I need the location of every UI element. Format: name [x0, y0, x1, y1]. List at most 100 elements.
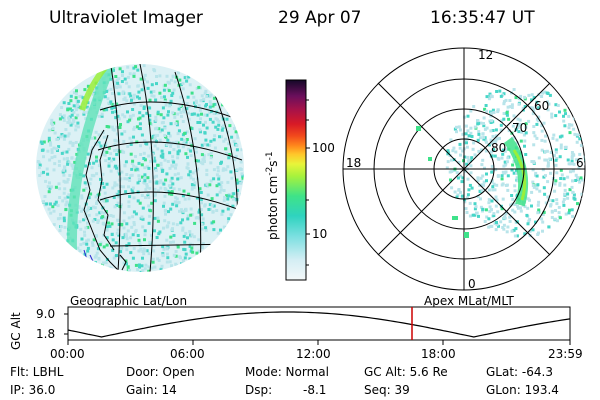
image-pixel [461, 176, 465, 180]
image-pixel [450, 158, 453, 162]
image-pixel [530, 190, 534, 194]
image-pixel [132, 164, 136, 168]
image-pixel [166, 189, 170, 193]
image-pixel [587, 175, 590, 178]
image-pixel [190, 187, 194, 191]
image-pixel [183, 256, 187, 260]
image-pixel [491, 185, 495, 189]
lat-label-80: 80 [491, 141, 507, 155]
image-pixel [465, 145, 469, 149]
image-pixel [500, 156, 504, 160]
image-pixel [184, 208, 188, 212]
image-pixel [558, 216, 562, 220]
image-pixel [166, 160, 170, 163]
image-pixel [479, 176, 483, 180]
image-pixel [176, 152, 180, 156]
image-pixel [156, 181, 160, 185]
image-pixel [490, 199, 494, 203]
image-pixel [113, 82, 117, 86]
image-pixel [546, 180, 550, 184]
image-pixel [118, 67, 122, 71]
image-pixel [142, 75, 146, 79]
image-pixel [155, 181, 159, 185]
image-pixel [97, 141, 101, 145]
image-pixel [182, 144, 185, 148]
image-pixel [121, 74, 124, 77]
image-pixel [77, 205, 81, 209]
image-pixel [533, 134, 537, 138]
image-pixel [105, 182, 109, 186]
image-pixel [147, 265, 151, 269]
image-pixel [203, 113, 207, 117]
image-pixel [141, 82, 145, 86]
image-pixel [582, 132, 585, 136]
image-pixel [114, 241, 118, 245]
image-pixel [197, 249, 201, 253]
image-pixel [99, 177, 102, 181]
image-pixel [476, 138, 480, 142]
image-pixel [502, 112, 506, 115]
image-pixel [579, 176, 583, 180]
image-pixel [58, 117, 62, 121]
image-pixel [53, 162, 57, 166]
image-pixel [143, 73, 147, 77]
image-pixel [537, 156, 541, 160]
image-pixel [466, 159, 470, 163]
image-pixel [181, 81, 185, 85]
image-pixel [87, 213, 91, 217]
image-pixel [523, 95, 527, 99]
image-pixel [40, 171, 44, 175]
image-pixel [101, 215, 105, 219]
image-pixel [540, 129, 544, 133]
image-pixel [193, 181, 197, 185]
image-pixel [132, 102, 136, 106]
image-pixel [127, 242, 131, 246]
image-pixel [557, 211, 561, 215]
image-pixel [158, 74, 162, 78]
image-pixel [175, 204, 179, 208]
image-pixel [449, 138, 453, 142]
image-pixel [207, 153, 211, 157]
image-pixel [139, 153, 143, 156]
image-pixel [552, 133, 556, 137]
image-pixel [226, 220, 230, 224]
image-pixel [129, 116, 133, 120]
image-pixel [562, 203, 566, 207]
image-pixel [64, 208, 68, 212]
image-pixel [130, 188, 134, 192]
image-pixel [455, 130, 458, 134]
image-pixel [102, 222, 106, 226]
image-pixel [177, 149, 181, 153]
image-pixel [210, 203, 214, 207]
image-pixel [152, 175, 156, 179]
image-pixel [182, 234, 186, 238]
image-pixel [564, 145, 568, 149]
image-pixel [68, 115, 72, 119]
image-pixel [195, 196, 199, 200]
image-pixel [115, 231, 119, 235]
image-pixel [179, 111, 183, 114]
image-pixel [189, 174, 192, 178]
image-pixel [186, 162, 190, 166]
image-pixel [150, 266, 154, 270]
image-pixel [126, 110, 129, 114]
image-pixel [574, 173, 578, 177]
image-pixel [477, 132, 481, 136]
image-pixel [186, 166, 190, 170]
image-pixel [540, 138, 544, 142]
image-pixel [585, 161, 588, 164]
image-pixel [117, 164, 121, 168]
image-pixel [59, 225, 63, 229]
image-pixel [584, 158, 585, 162]
image-pixel [47, 190, 51, 194]
image-pixel [154, 118, 158, 122]
image-pixel [487, 201, 491, 205]
image-pixel [189, 176, 193, 180]
image-pixel [197, 210, 201, 214]
image-pixel [168, 104, 172, 108]
apex-caption: Apex MLat/MLT [424, 294, 514, 308]
image-pixel [148, 106, 152, 110]
image-pixel [222, 225, 226, 229]
image-pixel [152, 90, 156, 93]
image-pixel [117, 117, 121, 121]
